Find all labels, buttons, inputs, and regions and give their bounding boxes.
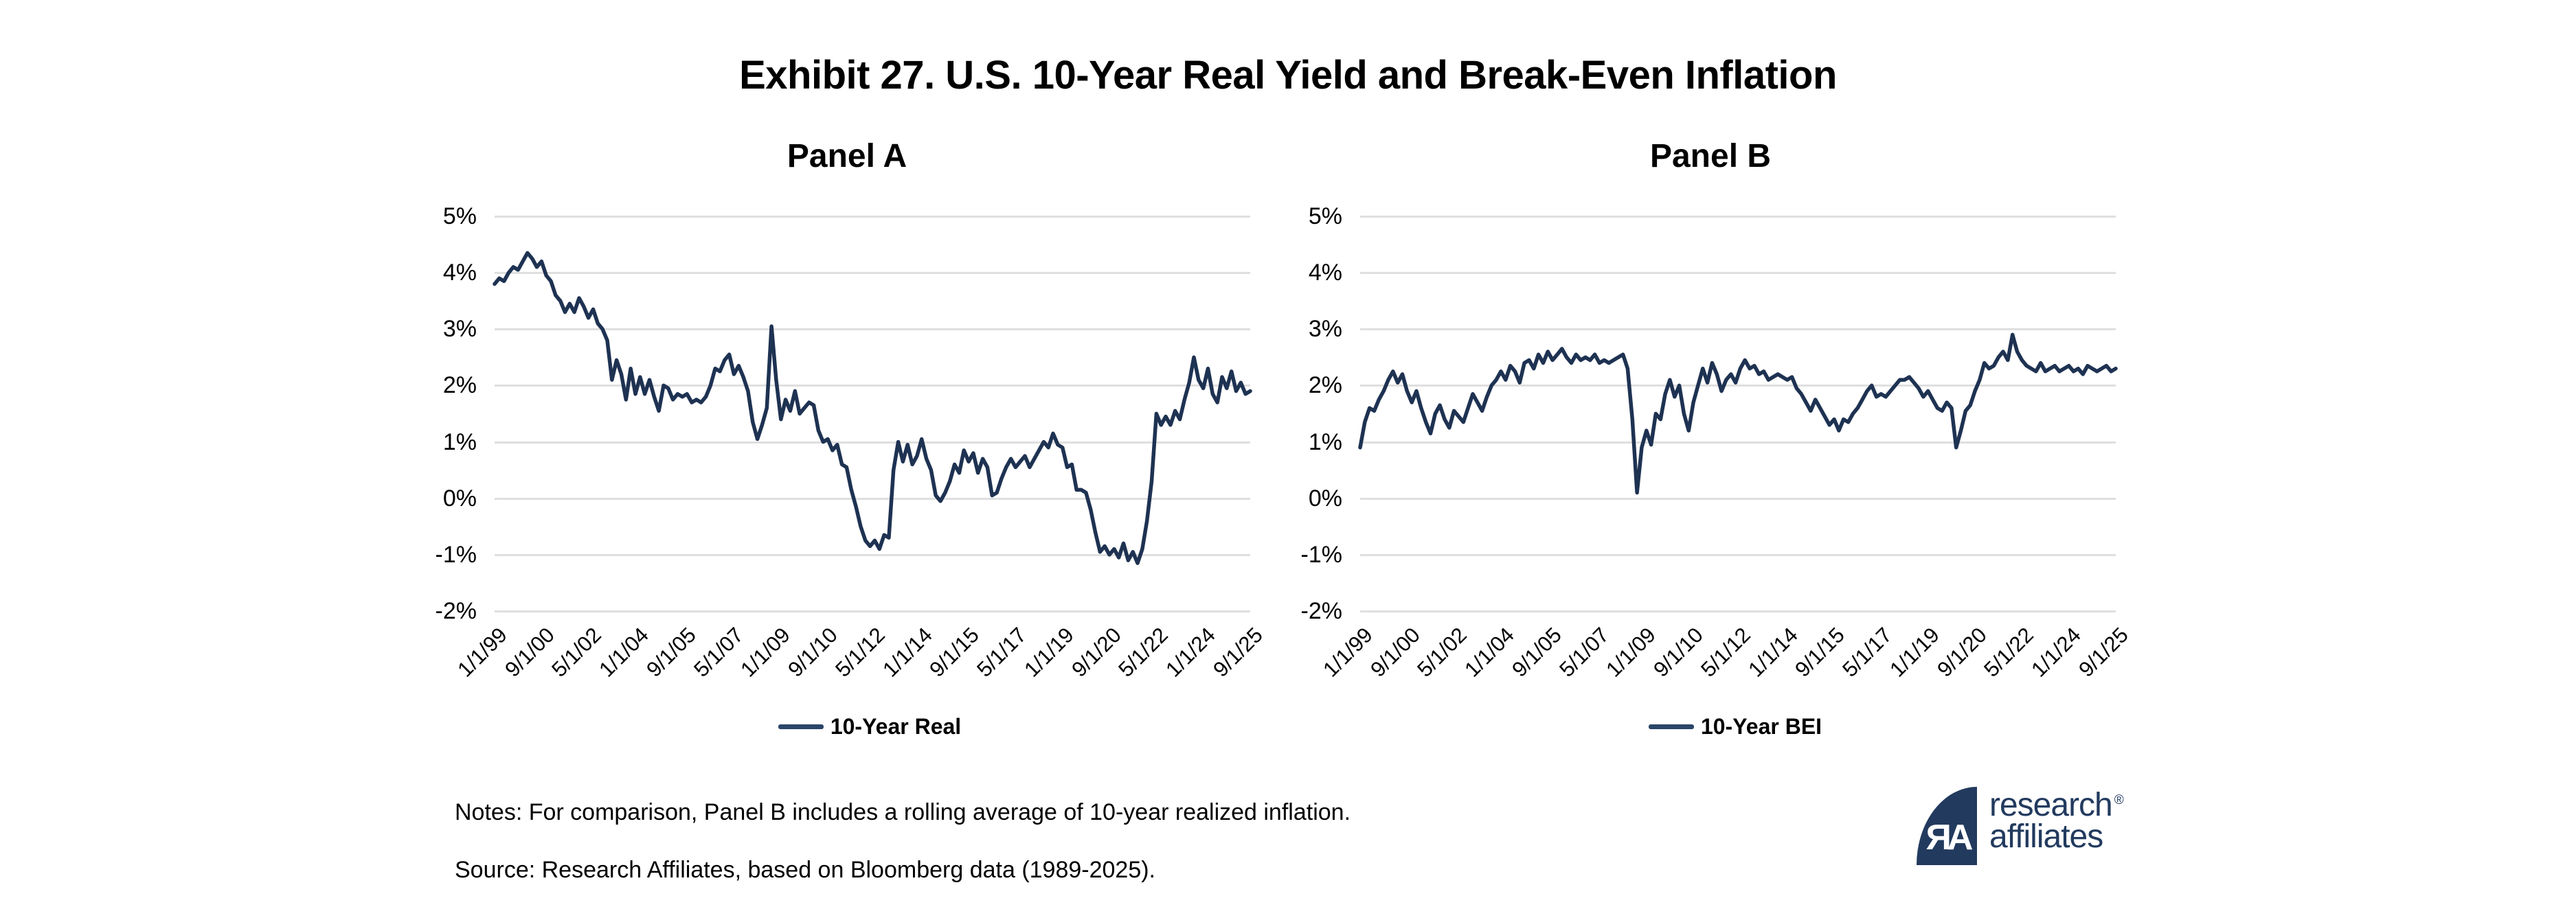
x-axis-tick-label: 9/1/00 <box>499 623 559 682</box>
x-axis-tick-label: 1/1/04 <box>594 623 653 682</box>
y-axis-tick-label: 3% <box>1308 316 1342 343</box>
gridline <box>495 272 1250 275</box>
y-axis-tick-label: -2% <box>1300 598 1342 624</box>
gridline <box>1360 328 2116 331</box>
x-axis-tick-label: 1/1/19 <box>1885 623 1944 682</box>
gridline <box>495 328 1250 331</box>
gridline <box>495 441 1250 444</box>
x-axis-tick-label: 9/1/05 <box>1507 623 1566 682</box>
legend-line-swatch <box>1648 724 1694 729</box>
x-axis-tick-label: 5/1/22 <box>1979 623 2039 682</box>
ra-monogram-letters: ЯA <box>1925 818 1974 858</box>
gridline <box>495 384 1250 387</box>
x-axis-tick-label: 9/1/25 <box>2074 623 2133 682</box>
x-axis-tick-label: 9/1/20 <box>1066 623 1126 682</box>
x-axis-tick-label: 5/1/17 <box>1838 623 1897 682</box>
x-axis-tick-label: 1/1/99 <box>1318 623 1377 682</box>
x-axis-tick-label: 5/1/07 <box>688 623 748 682</box>
x-axis-tick-label: 5/1/02 <box>1412 623 1472 682</box>
x-axis-tick-label: 1/1/09 <box>736 623 795 682</box>
gridline <box>1360 441 2116 444</box>
x-axis-tick-label: 1/1/24 <box>1161 623 1220 682</box>
line-series-svg <box>493 251 1252 565</box>
x-axis-tick-label: 9/1/25 <box>1208 623 1267 682</box>
x-axis-tick-label: 5/1/22 <box>1114 623 1173 682</box>
gridline <box>1360 497 2116 500</box>
y-axis-tick-label: 3% <box>442 316 477 343</box>
x-axis-tick-label: 9/1/15 <box>1790 623 1850 682</box>
y-axis-tick-label: 5% <box>1308 203 1342 229</box>
line-series <box>493 251 1252 565</box>
x-axis-tick-label: 9/1/10 <box>1649 623 1708 682</box>
legend-label: 10-Year BEI <box>1700 714 1822 739</box>
panel-a-title: Panel A <box>787 138 907 174</box>
y-axis-tick-label: 1% <box>442 428 477 455</box>
x-axis-tick-label: 1/1/14 <box>1743 623 1803 682</box>
y-axis-tick-label: 5% <box>442 203 477 229</box>
legend-label: 10-Year Real <box>830 714 962 739</box>
y-axis-tick-label: 2% <box>1308 372 1342 399</box>
x-axis-tick-label: 9/1/15 <box>925 623 984 682</box>
line-series-svg <box>1358 332 2118 495</box>
gridline <box>1360 272 2116 275</box>
x-axis-tick-label: 9/1/10 <box>783 623 842 682</box>
research-affiliates-logo: ЯA research ® affiliates <box>1917 784 2205 894</box>
panel-a-legend: 10-Year Real <box>664 714 1076 739</box>
panel-b-plot-area: 5% 4% 3% 2% 1% 0% -1% -2% 1/1/99 9/1/00 5/1/02 1/1/… <box>1301 203 2133 682</box>
x-axis-tick-label: 5/1/02 <box>547 623 607 682</box>
page-title: Exhibit 27. U.S. 10-Year Real Yield and … <box>739 53 1837 97</box>
x-axis-tick-label: 9/1/00 <box>1365 623 1425 682</box>
x-axis-tick-label: 5/1/12 <box>1696 623 1755 682</box>
x-axis-tick-label: 1/1/19 <box>1019 623 1078 682</box>
gridline <box>495 553 1250 556</box>
y-axis-tick-label: 4% <box>442 260 477 286</box>
source-text: Source: Research Affiliates, based on Bl… <box>455 857 1155 883</box>
gridline <box>1360 610 2116 612</box>
x-axis-tick-label: 1/1/14 <box>877 623 937 682</box>
y-axis-tick-label: -2% <box>435 598 477 624</box>
y-axis-tick-label: 0% <box>1308 485 1342 512</box>
x-axis-tick-label: 5/1/12 <box>831 623 890 682</box>
x-axis-tick-label: 9/1/20 <box>1932 623 1991 682</box>
y-axis-tick-label: 2% <box>442 372 477 399</box>
x-axis-tick-label: 1/1/09 <box>1601 623 1661 682</box>
y-axis-tick-label: -1% <box>1300 541 1342 568</box>
x-axis-tick-label: 5/1/07 <box>1554 623 1614 682</box>
gridline <box>1360 216 2116 218</box>
y-axis-tick-label: 0% <box>442 485 477 512</box>
legend-line-swatch <box>778 724 824 729</box>
y-axis-tick-label: 1% <box>1308 428 1342 455</box>
x-axis-tick-label: 1/1/99 <box>453 623 512 682</box>
logo-wordmark: research ® affiliates <box>1989 787 2124 855</box>
gridline <box>495 497 1250 500</box>
logo-line1: research <box>1989 787 2113 823</box>
panel-b-legend: 10-Year BEI <box>1529 714 1941 739</box>
ra-monogram-icon: ЯA <box>1917 787 1977 865</box>
gridline <box>1360 384 2116 387</box>
panel-a-plot-area: 5% 4% 3% 2% 1% 0% -1% -2% 1/1/99 9/1/00 5/1/02 1/1/… <box>436 203 1267 682</box>
logo-line2: affiliates <box>1989 818 2103 855</box>
gridline <box>495 610 1250 612</box>
x-axis-tick-label: 1/1/04 <box>1460 623 1519 682</box>
notes-text: Notes: For comparison, Panel B includes … <box>455 799 1351 825</box>
y-axis-tick-label: 4% <box>1308 260 1342 286</box>
x-axis-tick-label: 5/1/17 <box>972 623 1031 682</box>
x-axis-tick-label: 1/1/24 <box>2026 623 2086 682</box>
y-axis-tick-label: -1% <box>435 541 477 568</box>
gridline <box>495 216 1250 218</box>
line-series <box>1358 332 2118 495</box>
gridline <box>1360 553 2116 556</box>
panel-b-title: Panel B <box>1649 138 1772 174</box>
registered-trademark: ® <box>2114 793 2124 807</box>
x-axis-tick-label: 9/1/05 <box>642 623 701 682</box>
